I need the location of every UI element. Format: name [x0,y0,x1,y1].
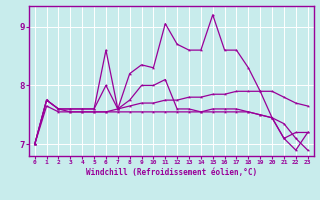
X-axis label: Windchill (Refroidissement éolien,°C): Windchill (Refroidissement éolien,°C) [86,168,257,177]
